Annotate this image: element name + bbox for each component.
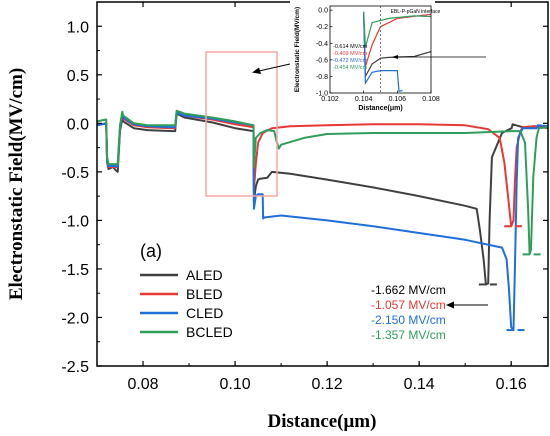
inset-x-tick-label: 0.102 bbox=[321, 96, 339, 103]
y-tick-label: 0.0 bbox=[67, 116, 89, 133]
inset-annotation: -0.472 MV/cm bbox=[333, 58, 368, 64]
inset-y-tick-label: -0.8 bbox=[316, 74, 328, 81]
inset-x-tick-label: 0.108 bbox=[422, 96, 440, 103]
peak-annotation: -2.150 MV/cm bbox=[371, 313, 446, 327]
x-tick-label: 0.16 bbox=[496, 376, 527, 393]
annotation-arrow bbox=[446, 301, 488, 309]
legend-label-bcled: BCLED bbox=[186, 324, 233, 340]
inset-series-group bbox=[363, 11, 431, 93]
inset-y-tick-label: 0.0 bbox=[318, 8, 328, 15]
inset-series-line-cled bbox=[363, 11, 403, 93]
inset-series-line-bcled bbox=[363, 11, 431, 48]
y-tick-label: -2.0 bbox=[61, 310, 89, 327]
inset-y-tick-label: -0.4 bbox=[316, 41, 328, 48]
x-tick-label: 0.08 bbox=[127, 376, 158, 393]
panel-label: (a) bbox=[140, 241, 162, 261]
series-line-bcled bbox=[96, 109, 549, 256]
y-tick-label: -1.0 bbox=[61, 213, 89, 230]
y-axis-title: Electronstatic Field(MV/cm) bbox=[6, 68, 27, 300]
inset-annotation: -0.614 MV/cm bbox=[333, 44, 368, 50]
peak-markers bbox=[478, 225, 541, 332]
legend: ALED BLED CLED BCLED bbox=[140, 267, 233, 340]
peak-annotation: -1.662 MV/cm bbox=[371, 283, 446, 297]
inset-x-axis-title: Distance(μm) bbox=[358, 105, 402, 112]
x-tick-label: 0.10 bbox=[219, 376, 250, 393]
x-tick-label: 0.14 bbox=[404, 376, 435, 393]
inset-annotation: -0.454 MV/cm bbox=[333, 65, 368, 71]
inset-y-tick-label: -1.0 bbox=[316, 91, 328, 98]
y-axis-ticks: 1.0 0.5 0.0 -0.5 -1.0 -1.5 -2.0 -2.5 bbox=[61, 19, 548, 376]
y-tick-label: 1.0 bbox=[67, 19, 89, 36]
y-tick-label: 0.5 bbox=[67, 68, 89, 85]
x-tick-label: 0.12 bbox=[312, 376, 343, 393]
legend-label-bled: BLED bbox=[186, 286, 223, 302]
peak-annotation: -1.357 MV/cm bbox=[371, 328, 446, 342]
inset-background bbox=[290, 0, 435, 120]
inset-y-tick-label: -0.2 bbox=[316, 24, 328, 31]
inset-x-tick-label: 0.104 bbox=[355, 96, 373, 103]
x-axis-ticks: 0.08 0.10 0.12 0.14 0.16 bbox=[96, 2, 527, 393]
main-series-group bbox=[96, 109, 549, 332]
legend-label-aled: ALED bbox=[186, 267, 223, 283]
inset-annotation: -0.409 MV/cm bbox=[333, 51, 368, 57]
y-tick-label: -0.5 bbox=[61, 165, 89, 182]
peak-annotations: -1.662 MV/cm-1.057 MV/cm-2.150 MV/cm-1.3… bbox=[371, 283, 446, 342]
inset-frame bbox=[329, 5, 432, 94]
inset-arrow-head bbox=[392, 55, 398, 59]
zoom-region-box bbox=[205, 51, 278, 197]
inset-y-axis-title: Electronstatic Field(MV/cm) bbox=[294, 7, 301, 92]
inset-title: EBL-P-pGaN interface bbox=[391, 9, 441, 15]
legend-label-cled: CLED bbox=[186, 305, 223, 321]
y-tick-label: -1.5 bbox=[61, 262, 89, 279]
inset-y-tick-label: -0.6 bbox=[316, 57, 328, 64]
x-axis-title: Distance(μm) bbox=[268, 411, 377, 432]
peak-annotation: -1.057 MV/cm bbox=[371, 298, 446, 312]
y-tick-label: -2.5 bbox=[61, 359, 89, 376]
inset-x-tick-label: 0.106 bbox=[389, 96, 407, 103]
inset-chart: EBL-P-pGaN interface0.0-0.2-0.4-0.6-0.8-… bbox=[290, 0, 486, 120]
inset-pointer-arrow bbox=[252, 63, 291, 74]
